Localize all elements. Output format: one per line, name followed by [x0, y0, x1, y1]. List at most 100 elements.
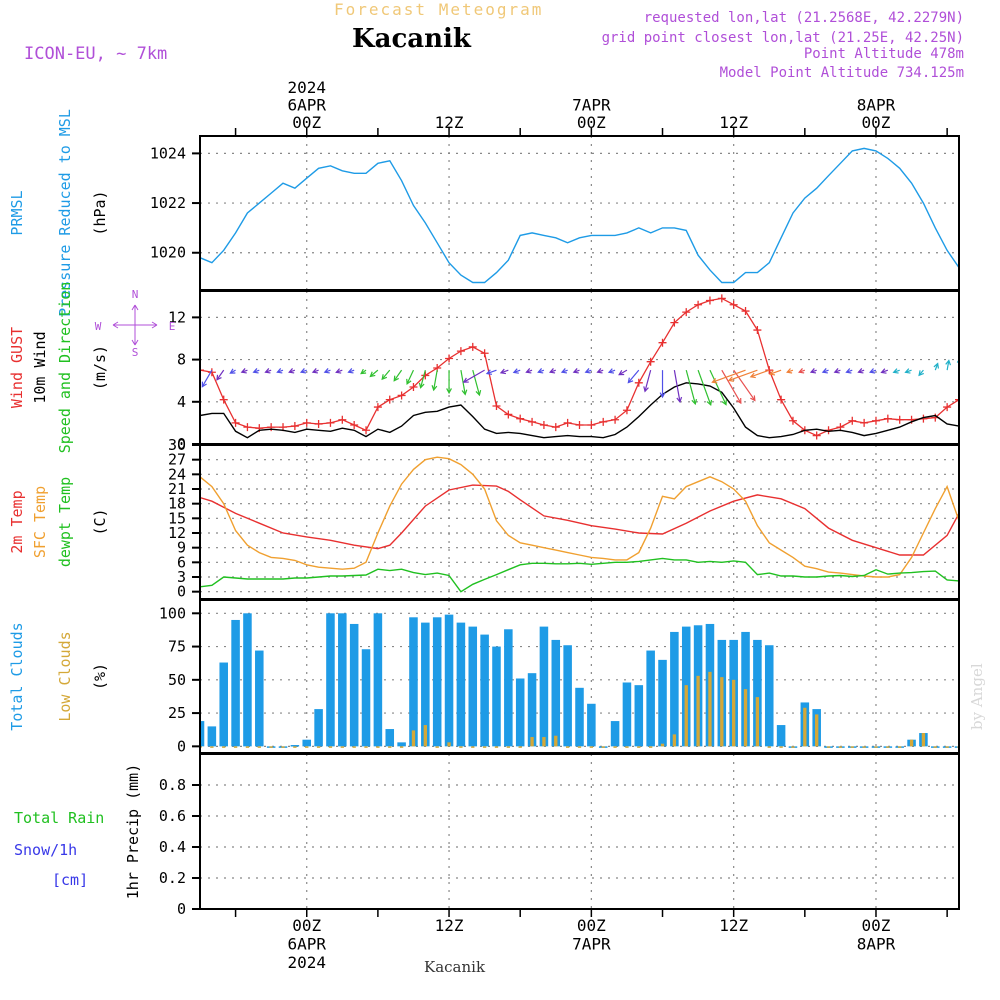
- compass-rose-icon: [112, 304, 158, 346]
- y-tick-label: 1022: [150, 194, 186, 212]
- wind-arrow-head: [190, 382, 194, 387]
- wind-arrow: [709, 369, 727, 405]
- gust-marker: [871, 416, 880, 425]
- cloud-bar: [542, 737, 546, 747]
- wind-arrow-head: [750, 395, 756, 402]
- cloud-bar: [767, 746, 771, 748]
- series-line: [200, 484, 959, 556]
- cloud-bar: [945, 746, 949, 748]
- wind-arrow: [472, 369, 481, 396]
- grid-point-coordinates: grid point closest lon,lat (21.25E, 42.2…: [601, 30, 964, 46]
- y-tick-label: 0.4: [159, 838, 186, 856]
- gust-marker: [468, 342, 477, 351]
- cloud-bar: [243, 613, 252, 747]
- bottom-time-label: 7APR: [572, 935, 611, 954]
- chart-subtitle: Forecast Meteogram: [334, 0, 544, 19]
- gust-marker: [753, 326, 762, 335]
- requested-coordinates: requested lon,lat (21.2568E, 42.2279N): [643, 10, 964, 26]
- wind-arrow-head: [727, 376, 735, 382]
- y-axis-label: Total Clouds: [8, 622, 26, 730]
- panel-frame: [199, 753, 960, 910]
- wind-arrow-head: [945, 359, 952, 366]
- y-tick-label: 15: [168, 509, 186, 527]
- gust-marker: [456, 347, 465, 356]
- cloud-bar: [670, 631, 679, 747]
- gust-marker: [955, 395, 959, 404]
- series-line: [200, 297, 959, 437]
- wind-arrow-head: [572, 368, 579, 374]
- gust-marker: [231, 418, 240, 427]
- y-axis-label: (hPa): [91, 190, 109, 235]
- cloud-bar: [648, 746, 653, 748]
- cloud-bar: [459, 746, 463, 748]
- cloud-bar: [385, 729, 395, 747]
- wind-arrow-head: [821, 368, 828, 374]
- wind-arrow: [618, 369, 628, 376]
- wind-arrow-head: [749, 372, 756, 379]
- wind-arrow-head: [676, 396, 683, 404]
- wind-arrow-head: [201, 381, 207, 388]
- gust-marker: [492, 402, 501, 411]
- gust-marker: [480, 349, 489, 358]
- gust-marker: [551, 423, 560, 432]
- gust-marker: [741, 307, 750, 316]
- cloud-bar: [634, 685, 644, 747]
- wind-arrow: [946, 360, 950, 371]
- wind-arrow: [733, 369, 756, 401]
- wind-arrow: [216, 369, 225, 381]
- cloud-bar: [696, 675, 700, 747]
- wind-arrow-head: [659, 392, 666, 399]
- y-tick-label: 1024: [150, 144, 186, 162]
- compass-north: N: [132, 288, 139, 301]
- y-tick-label: 0.8: [159, 776, 186, 794]
- top-time-label: 12Z: [435, 113, 464, 132]
- y-axis-label: PRMSL: [8, 190, 26, 235]
- wind-arrow-head: [809, 368, 817, 374]
- wind-arrow-head: [721, 399, 727, 406]
- y-tick-label: 0: [177, 900, 186, 918]
- gust-marker: [409, 383, 418, 392]
- model-label: ICON-EU, ~ 7km: [24, 44, 168, 64]
- wind-arrow-head: [918, 370, 924, 377]
- cloud-bar: [803, 707, 807, 747]
- wind-arrow-head: [499, 368, 507, 375]
- wind-arrow-head: [845, 368, 852, 374]
- cloud-bar: [815, 714, 819, 747]
- gust-marker: [812, 431, 821, 440]
- cloud-bar: [826, 746, 831, 748]
- cloud-bar: [791, 746, 795, 748]
- bottom-time-label: 00Z: [577, 916, 606, 935]
- gust-marker: [682, 308, 691, 317]
- cloud-bar: [328, 746, 333, 748]
- wind-arrow-head: [711, 378, 718, 384]
- gust-marker: [705, 296, 714, 305]
- top-time-label: 8APR: [857, 96, 896, 115]
- cloud-bar: [554, 735, 558, 747]
- gust-marker: [634, 378, 643, 387]
- cloud-bar: [610, 721, 620, 747]
- top-time-label: 7APR: [572, 96, 611, 115]
- wind-arrow: [381, 369, 391, 380]
- precip-legend-label: Total Rain: [14, 809, 104, 827]
- cloud-bar: [708, 671, 712, 747]
- wind-arrow-head: [691, 398, 698, 406]
- cloud-bar: [314, 709, 323, 747]
- gust-marker: [658, 338, 667, 347]
- cloud-bar: [776, 725, 786, 747]
- wind-arrow-head: [276, 368, 283, 374]
- cloud-bar: [231, 619, 240, 747]
- bottom-time-label: 6APR: [287, 935, 326, 954]
- cloud-bar: [340, 746, 344, 748]
- cloud-bar: [456, 622, 466, 747]
- y-tick-label: 4: [177, 393, 186, 411]
- wind-arrow: [486, 369, 497, 375]
- wind-arrow-head: [335, 368, 342, 374]
- wind-arrow: [369, 369, 379, 377]
- bottom-time-label: 00Z: [862, 916, 891, 935]
- cloud-bar: [409, 617, 418, 747]
- wind-arrow-head: [323, 368, 330, 374]
- cloud-bar: [399, 746, 404, 748]
- wind-arrow-head: [406, 378, 412, 385]
- point-altitude: Point Altitude 478m: [803, 46, 964, 62]
- wind-arrow-head: [252, 368, 259, 374]
